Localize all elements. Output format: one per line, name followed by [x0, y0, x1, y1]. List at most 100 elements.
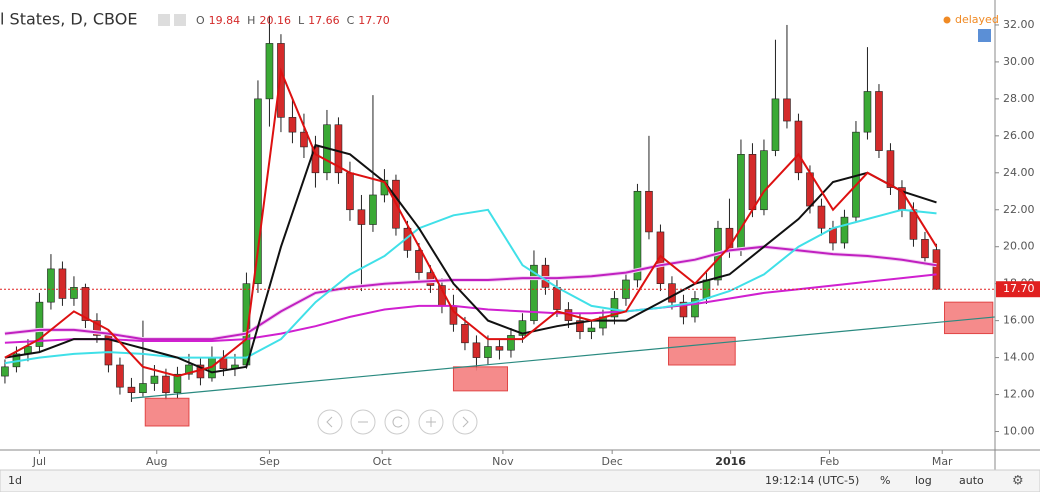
y-tick-label: 10.00 — [1003, 425, 1035, 438]
interval[interactable]: 1d — [8, 474, 22, 487]
y-tick-label: 14.00 — [1003, 351, 1035, 364]
x-tick-label: Jul — [32, 455, 46, 468]
moving-average — [4, 208, 937, 365]
ohlc-key: C — [347, 14, 355, 27]
candle-body — [783, 98, 791, 122]
last-price-tag — [996, 281, 1040, 298]
y-tick-label: 20.00 — [1003, 240, 1035, 253]
moving-average — [4, 143, 937, 374]
icon — [326, 416, 333, 428]
candle-body — [840, 216, 849, 244]
candle-body — [794, 120, 803, 174]
candle-body — [81, 287, 90, 321]
y-tick-label: 30.00 — [1003, 55, 1035, 68]
zoom-out[interactable] — [350, 409, 376, 435]
x-tick-label: Dec — [602, 455, 623, 468]
x-tick-label: Oct — [373, 455, 393, 468]
candle-body — [173, 373, 182, 394]
log-toggle[interactable]: log — [915, 474, 932, 487]
candle-body — [35, 301, 44, 347]
candle-body — [932, 249, 941, 290]
candle-body — [553, 287, 561, 310]
icon — [462, 416, 469, 428]
icon[interactable] — [158, 14, 170, 26]
candle-body — [679, 301, 688, 318]
x-tick-label: Mar — [932, 455, 953, 468]
y-tick-label: 26.00 — [1003, 129, 1035, 142]
candle-body — [472, 342, 481, 358]
candle-body — [863, 91, 872, 133]
ohlc-value: 19.84 — [209, 14, 241, 27]
candle-body — [288, 117, 297, 133]
moving-average — [4, 245, 937, 341]
candle-body — [737, 154, 745, 251]
ohlc-value: 20.16 — [259, 14, 291, 27]
trend-line — [131, 316, 996, 399]
candle-body — [645, 190, 653, 233]
clock: 19:12:14 (UTC-5) — [765, 474, 859, 487]
price-axis — [995, 0, 1040, 470]
percent-toggle[interactable]: % — [880, 474, 890, 487]
moving-average — [4, 67, 938, 378]
scroll-right[interactable] — [452, 409, 478, 435]
candle-body — [116, 364, 124, 388]
candle-body — [185, 364, 193, 375]
candle-body — [484, 346, 492, 358]
ohlc-value: 17.66 — [308, 14, 340, 27]
y-tick-label: 28.00 — [1003, 92, 1035, 105]
candle-body — [47, 268, 55, 303]
candle-body — [507, 335, 515, 351]
settings[interactable]: ⚙ — [1012, 474, 1024, 489]
y-tick-label: 16.00 — [1003, 314, 1035, 327]
candle-body — [760, 150, 768, 211]
symbol: l States, D, CBOE — [0, 10, 137, 29]
ohlc-key: L — [298, 14, 305, 27]
x-tick-label: Nov — [492, 455, 514, 468]
y-tick-label: 24.00 — [1003, 166, 1035, 179]
candle-body — [70, 287, 78, 299]
x-tick-label: Aug — [146, 455, 167, 468]
candle-body — [334, 124, 343, 174]
x-tick-label: 2016 — [715, 455, 746, 468]
moving-average — [4, 273, 937, 344]
candle-body — [162, 375, 170, 394]
zoom-in[interactable] — [418, 409, 444, 435]
candle-body — [277, 43, 285, 118]
highlight-box — [452, 366, 509, 392]
candle-body — [357, 209, 366, 225]
candle-body — [461, 324, 469, 344]
icon — [392, 416, 403, 428]
candle-body — [668, 283, 676, 303]
ohlc-key: H — [247, 14, 255, 27]
candle-body — [254, 98, 262, 284]
candle-body — [1, 366, 9, 377]
candle-body — [886, 150, 895, 188]
candle-body — [369, 194, 377, 225]
x-tick-label: Sep — [259, 455, 280, 468]
candle-body — [127, 386, 136, 394]
candle-body — [265, 43, 274, 100]
y-tick-label: 12.00 — [1003, 388, 1035, 401]
compare-button[interactable] — [978, 29, 991, 42]
ohlc-value: 17.70 — [358, 14, 390, 27]
icon — [426, 417, 436, 427]
candle-body — [139, 383, 147, 394]
auto-toggle[interactable]: auto — [959, 474, 984, 487]
icon[interactable] — [174, 14, 186, 26]
candle-body — [817, 205, 826, 229]
ohlc-key: O — [196, 14, 205, 27]
reset[interactable] — [384, 409, 410, 435]
candle-body — [58, 268, 67, 299]
nav-buttons — [317, 409, 478, 435]
status: delayed — [955, 13, 999, 26]
candle-body — [150, 375, 159, 384]
y-tick-label: 32.00 — [1003, 18, 1035, 31]
candle-body — [691, 298, 699, 318]
x-tick-label: Feb — [820, 455, 839, 468]
scroll-left[interactable] — [317, 409, 343, 435]
highlight-box — [144, 397, 190, 427]
axis-labels: 10.0012.0014.0016.0018.0020.0022.0024.00… — [32, 18, 1035, 468]
candle-body — [771, 98, 780, 151]
